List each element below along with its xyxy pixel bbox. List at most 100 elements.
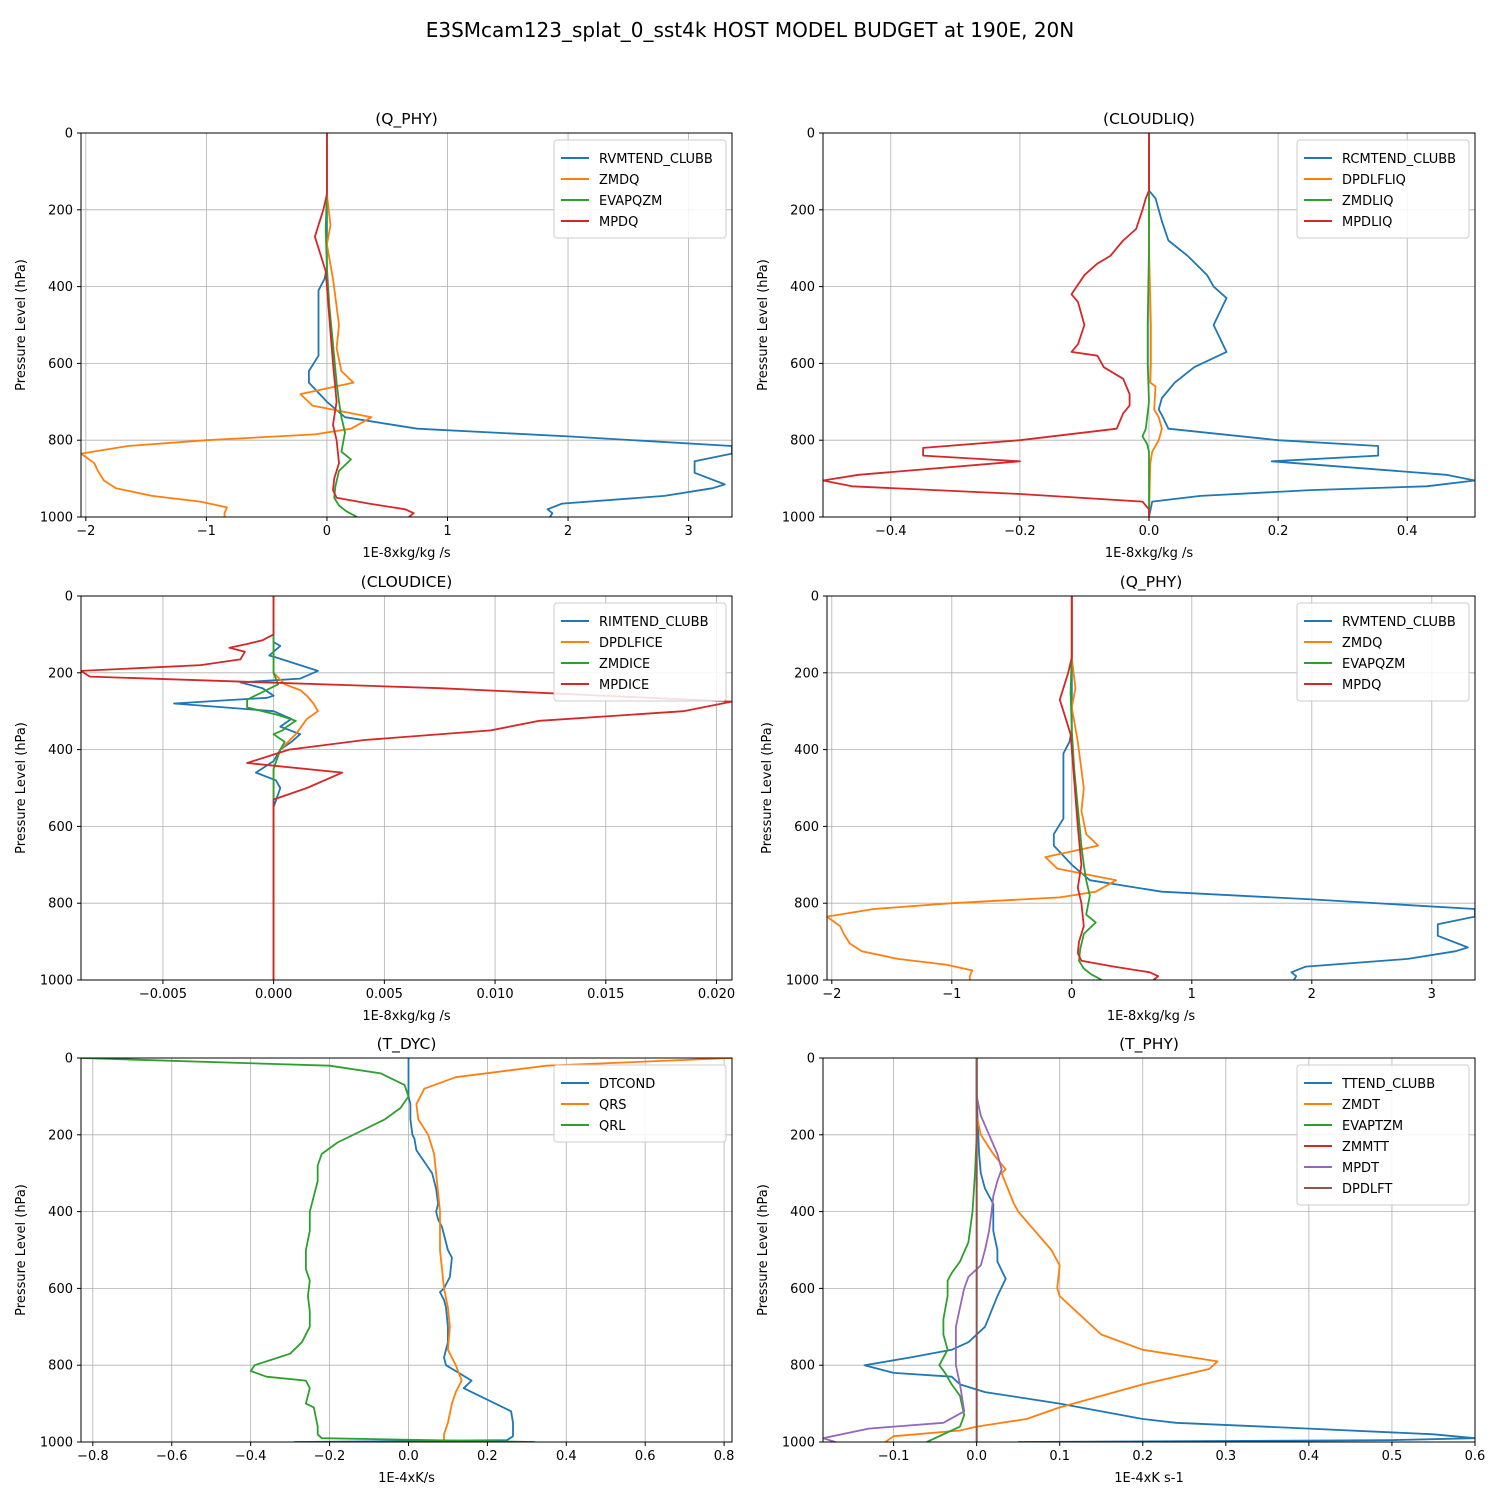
x-tick-label: 0.2 — [1268, 524, 1289, 539]
subplot-title: (CLOUDLIQ) — [1103, 110, 1195, 128]
series-line-mpdt — [823, 1058, 1003, 1442]
series-line-mpdliq — [823, 133, 1150, 517]
series-line-evapqzm — [324, 133, 358, 517]
y-tick-label: 800 — [790, 1359, 815, 1374]
x-tick-label: 3 — [684, 524, 692, 539]
y-tick-label: 200 — [790, 1128, 815, 1143]
subplot-title: (T_PHY) — [1119, 1035, 1179, 1054]
x-tick-label: 2 — [1308, 987, 1316, 1002]
y-tick-label: 1000 — [40, 1436, 73, 1451]
x-tick-label: −2 — [76, 524, 95, 539]
y-tick-label: 1000 — [40, 511, 73, 526]
series-line-zmdliq — [1141, 133, 1150, 517]
legend-label: EVAPQZM — [1342, 657, 1405, 672]
x-tick-label: 0.4 — [1299, 1449, 1320, 1464]
series-line-rvmtend-clubb — [1052, 596, 1475, 980]
series-line-mpdq — [313, 133, 415, 517]
legend: RVMTEND_CLUBB ZMDQ EVAPQZM MPDQ — [553, 139, 727, 239]
series-line-dtcond — [294, 1058, 514, 1442]
axes-frame — [80, 595, 733, 981]
legend: RIMTEND_CLUBB DPDLFICE ZMDICE MPDICE — [553, 602, 727, 702]
x-axis-label: 1E-4xK s-1 — [1114, 1471, 1184, 1486]
legend: DTCOND QRS QRL — [553, 1064, 727, 1143]
x-tick-label: 0.1 — [1049, 1449, 1070, 1464]
series-group — [827, 596, 1475, 980]
x-tick-label: −0.005 — [139, 987, 187, 1002]
x-tick-label: −0.4 — [235, 1449, 267, 1464]
x-axis-label: 1E-8xkg/kg /s — [362, 1009, 451, 1024]
x-axis-label: 1E-8xkg/kg /s — [1105, 546, 1194, 561]
legend: RCMTEND_CLUBB DPDLFLIQ ZMDLIQ MPDLIQ — [1296, 139, 1470, 239]
series-group — [823, 1058, 1475, 1442]
series-line-mpdice — [81, 596, 732, 980]
x-tick-label: −0.1 — [878, 1449, 910, 1464]
y-tick-label: 0 — [65, 127, 73, 142]
series-line-rvmtend-clubb — [307, 133, 732, 517]
legend-label: EVAPQZM — [599, 194, 662, 209]
x-tick-label: 0.3 — [1215, 1449, 1236, 1464]
series-line-evapqzm — [1069, 596, 1103, 980]
y-axis-label: Pressure Level (hPa) — [14, 722, 29, 854]
legend-box — [553, 1064, 727, 1143]
y-tick-label: 0 — [65, 590, 73, 605]
y-tick-label: 200 — [790, 203, 815, 218]
y-axis-label: Pressure Level (hPa) — [756, 1184, 771, 1316]
subplot-grid: −2 −1 0 1 2 302004006008001000(Q_PHY)1E-8xkg/… — [14, 110, 1485, 1486]
subplot-2: −0.4 −0.2 0.0 0.2 0.4 0 200 400 600 800 1000 (CLOUD… — [756, 110, 1476, 561]
legend-label: DPDLFICE — [599, 636, 663, 651]
y-tick-label: 0 — [807, 127, 815, 142]
series-group — [823, 133, 1475, 517]
legend-label: RVMTEND_CLUBB — [1342, 615, 1456, 630]
y-tick-label: 800 — [48, 1359, 73, 1374]
series-line-rcmtend-clubb — [1148, 133, 1475, 517]
x-tick-label: 0.2 — [1132, 1449, 1153, 1464]
x-axis-label: 1E-4xK/s — [378, 1471, 435, 1486]
legend: TTEND_CLUBB ZMDT EVAPTZM ZMMTT MPDT DPDLFT — [1296, 1064, 1470, 1206]
legend-box — [1296, 1064, 1470, 1206]
legend-label: RIMTEND_CLUBB — [599, 615, 709, 630]
legend: RVMTEND_CLUBB ZMDQ EVAPQZM MPDQ — [1296, 602, 1470, 702]
series-group — [81, 596, 732, 980]
subplot-title: (Q_PHY) — [375, 110, 438, 129]
subplot-6: −0.1 0.0 0.1 0.2 0.3 0.4 0.5 0.6 0 200 400 600 800 10… — [756, 1035, 1485, 1486]
legend-label: ZMMTT — [1342, 1140, 1389, 1155]
series-line-evaptzm — [926, 1058, 978, 1442]
legend-label: RVMTEND_CLUBB — [599, 152, 713, 167]
legend-label: ZMDQ — [1342, 636, 1382, 651]
legend-label: EVAPTZM — [1342, 1119, 1403, 1134]
y-tick-label: 600 — [48, 820, 73, 835]
y-axis-label: Pressure Level (hPa) — [14, 259, 29, 391]
x-tick-label: 0.0 — [966, 1449, 987, 1464]
x-tick-label: 0.6 — [1465, 1449, 1486, 1464]
y-axis-label: Pressure Level (hPa) — [14, 1184, 29, 1316]
x-tick-label: −2 — [822, 987, 841, 1002]
x-tick-label: −0.2 — [1004, 524, 1036, 539]
subplot-5: −0.8 −0.6 −0.4 −0.2 0.0 0.2 0.4 0.6 0.8 0 200 400 60… — [14, 1035, 734, 1486]
x-tick-label: −0.4 — [875, 524, 907, 539]
legend-label: QRL — [599, 1119, 626, 1134]
subplot-1: −2 −1 0 1 2 3 0 200 400 600 800 1000 (Q_PHY) 1E-8xkg/… — [14, 110, 733, 561]
x-tick-label: 0.015 — [587, 987, 624, 1002]
subplot-4: −2 −1 0 1 2 3 0 200 400 600 800 1000 (Q_PHY) 1E-8xkg/… — [760, 573, 1476, 1024]
legend-label: ZMDICE — [599, 657, 650, 672]
y-tick-label: 200 — [48, 1128, 73, 1143]
x-tick-label: 0.005 — [366, 987, 403, 1002]
x-tick-label: −0.2 — [314, 1449, 346, 1464]
legend-label: ZMDT — [1342, 1098, 1380, 1113]
legend-label: ZMDQ — [599, 173, 639, 188]
grid — [81, 595, 732, 981]
legend-label: ZMDLIQ — [1342, 194, 1393, 209]
x-tick-label: 0.6 — [635, 1449, 656, 1464]
y-tick-label: 400 — [790, 280, 815, 295]
y-tick-label: 800 — [48, 897, 73, 912]
x-axis-label: 1E-8xkg/kg /s — [362, 546, 451, 561]
x-tick-label: 0.020 — [698, 987, 735, 1002]
series-line-mpdq — [1058, 596, 1160, 980]
x-tick-label: 1 — [443, 524, 451, 539]
series-line-rimtend-clubb — [173, 596, 319, 980]
y-tick-label: 400 — [794, 743, 819, 758]
y-tick-label: 400 — [48, 743, 73, 758]
legend-box — [1296, 139, 1470, 239]
x-tick-label: 1 — [1188, 987, 1196, 1002]
